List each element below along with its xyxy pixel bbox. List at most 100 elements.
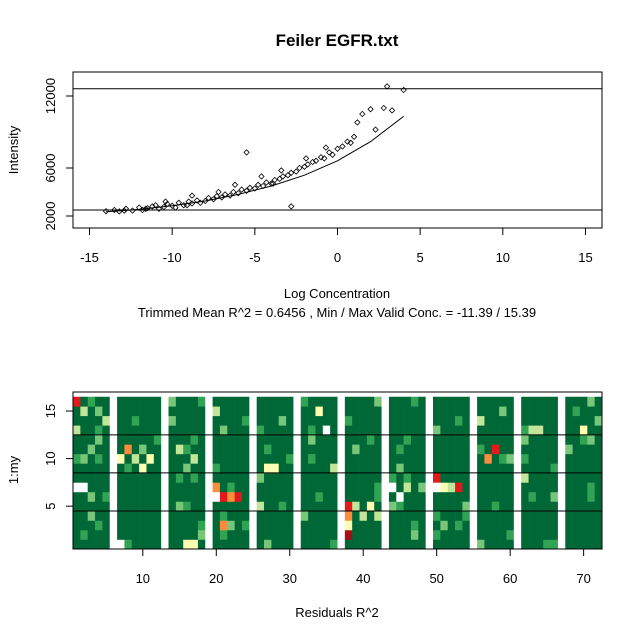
heatmap-cell [205, 472, 213, 483]
heatmap-cell [352, 501, 360, 512]
heatmap-cell [124, 453, 133, 464]
heatmap-cell [425, 463, 434, 474]
heatmap-cell [212, 472, 221, 483]
heatmap-cell [264, 444, 272, 455]
heatmap-cell [190, 472, 199, 483]
heatmap-cell [256, 406, 265, 417]
heatmap-cell [131, 482, 140, 493]
heatmap-cell [256, 472, 265, 483]
heatmap-cell [572, 425, 581, 436]
heatmap-cell [477, 406, 485, 417]
heatmap-cell [403, 425, 412, 436]
heatmap-cell [183, 510, 191, 521]
heatmap-cell [513, 510, 522, 521]
heatmap-cell [388, 453, 397, 464]
heatmap-cell [190, 406, 199, 417]
fit-curve [106, 116, 404, 213]
heatmap-cell [425, 434, 434, 445]
heatmap-cell [352, 396, 360, 407]
heatmap-cell [513, 539, 522, 550]
heatmap-cell [425, 501, 434, 512]
heatmap-cell [205, 510, 213, 521]
heatmap-cell [535, 501, 544, 512]
heatmap-cell [572, 415, 581, 426]
heatmap-cell [153, 396, 162, 407]
heatmap-cell [249, 520, 257, 531]
heatmap-cell [491, 425, 500, 436]
heatmap-cell [330, 482, 338, 493]
heatmap-cell [587, 529, 595, 540]
heatmap-cell [300, 520, 309, 531]
heatmap-cell [381, 434, 390, 445]
heatmap-cell [95, 406, 103, 417]
heatmap-cell [344, 501, 353, 512]
heatmap-cell [337, 520, 346, 531]
heatmap-cell [95, 453, 103, 464]
heatmap-cell [447, 396, 456, 407]
heatmap-cell [381, 406, 390, 417]
heatmap-cell [352, 539, 360, 550]
heatmap-cell [80, 539, 88, 550]
heatmap-cell [469, 463, 478, 474]
heatmap-cell [499, 396, 507, 407]
heatmap-cell [499, 501, 507, 512]
heatmap-cell [146, 396, 155, 407]
heatmap-cell [579, 520, 588, 531]
heatmap-cell [219, 434, 228, 445]
heatmap-cell [117, 453, 125, 464]
heatmap-cell [535, 444, 544, 455]
heatmap-cell [425, 491, 434, 502]
heatmap-cell [535, 406, 544, 417]
heatmap-cell [550, 406, 559, 417]
heatmap-cell [381, 396, 390, 407]
heatmap-cell [175, 453, 184, 464]
heatmap-cell [594, 501, 603, 512]
heatmap-cell [300, 501, 309, 512]
heatmap-cell [469, 491, 478, 502]
heatmap-cell [286, 520, 294, 531]
heatmap-cell [410, 472, 419, 483]
heatmap-cell [388, 434, 397, 445]
heatmap-cell [80, 406, 88, 417]
heatmap-cell [161, 510, 169, 521]
heatmap-cell [491, 501, 500, 512]
heatmap-cell [381, 425, 390, 436]
heatmap-cell [300, 415, 309, 426]
heatmap-cell [300, 434, 309, 445]
heatmap-cell [205, 463, 213, 474]
heatmap-cell [579, 415, 588, 426]
heatmap-cell [572, 520, 581, 531]
heatmap-cell [433, 539, 441, 550]
heatmap-cell [175, 472, 184, 483]
heatmap-cell [447, 491, 456, 502]
heatmap-cell [234, 406, 243, 417]
heatmap-cell [381, 444, 390, 455]
heatmap-cell [286, 482, 294, 493]
heatmap-cell [366, 501, 375, 512]
heatmap-cell [543, 472, 551, 483]
heatmap-cell [161, 529, 169, 540]
heatmap-x-tick-label: 10 [136, 571, 150, 586]
heatmap-cell [146, 510, 155, 521]
heatmap-cell [477, 463, 485, 474]
heatmap-cell [175, 415, 184, 426]
heatmap-cell [95, 539, 103, 550]
heatmap-cell [381, 491, 390, 502]
heatmap-cell [95, 482, 103, 493]
heatmap-cell [300, 482, 309, 493]
scatter-point [162, 198, 169, 205]
heatmap-cell [535, 453, 544, 464]
heatmap-cell [484, 453, 493, 464]
heatmap-cell [396, 415, 404, 426]
heatmap-cell [587, 491, 595, 502]
heatmap-cell [315, 501, 324, 512]
heatmap-cell [440, 510, 449, 521]
scatter-point [235, 190, 242, 197]
heatmap-cell [528, 529, 537, 540]
heatmap-cell [241, 520, 250, 531]
heatmap-cell [315, 453, 324, 464]
heatmap-cell [403, 463, 412, 474]
heatmap-cell [359, 529, 368, 540]
heatmap-cell [447, 539, 456, 550]
heatmap-cell [521, 444, 529, 455]
